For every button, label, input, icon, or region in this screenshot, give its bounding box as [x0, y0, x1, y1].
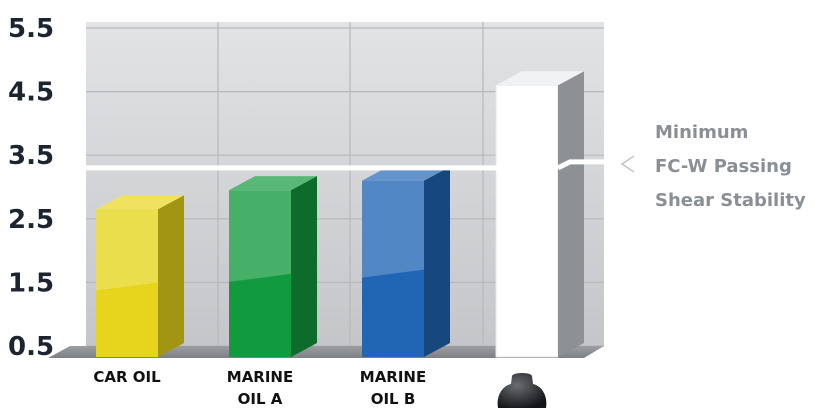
x-tick-label: MARINE OIL A	[227, 368, 293, 408]
bar-side	[291, 176, 317, 357]
y-tick-label: 1.5	[8, 268, 54, 298]
bar-front	[229, 190, 291, 357]
bar-front	[96, 209, 158, 357]
bar	[96, 195, 184, 357]
y-axis: 5.5 4.5 3.5 2.5 1.5 0.5	[8, 14, 54, 362]
bar-top	[96, 195, 184, 210]
annotation-arrow-icon	[620, 155, 635, 173]
x-tick-label: CAR OIL	[93, 368, 161, 386]
bar-highlight	[229, 190, 291, 282]
bar	[495, 71, 584, 358]
threshold-annotation: Minimum FC-W Passing Shear Stability	[620, 122, 806, 211]
bar-front	[362, 180, 424, 357]
bar-highlight	[96, 209, 158, 291]
bar-top	[496, 71, 584, 86]
bar-highlight	[362, 180, 424, 278]
oil-bottle-image	[497, 373, 547, 408]
y-tick-label: 5.5	[8, 14, 54, 44]
bar-side	[558, 71, 584, 358]
y-tick-label: 0.5	[8, 332, 54, 362]
bar-top	[229, 176, 317, 191]
threshold-label: Minimum FC-W Passing Shear Stability	[655, 122, 806, 211]
bars	[96, 71, 584, 358]
bar-front	[495, 84, 559, 358]
chart-floor	[48, 346, 604, 358]
bar	[229, 176, 317, 357]
bar	[362, 166, 450, 357]
threshold-line-segment	[556, 159, 616, 171]
y-tick-label: 2.5	[8, 205, 54, 235]
bar-side	[424, 166, 450, 357]
y-tick-label: 3.5	[8, 141, 54, 171]
y-tick-label: 4.5	[8, 78, 54, 108]
x-tick-label: MARINE OIL B	[360, 368, 426, 408]
bar-side	[158, 195, 184, 357]
x-axis: CAR OIL MARINE OIL A MARINE OIL B	[93, 368, 426, 408]
threshold-line	[86, 159, 824, 171]
